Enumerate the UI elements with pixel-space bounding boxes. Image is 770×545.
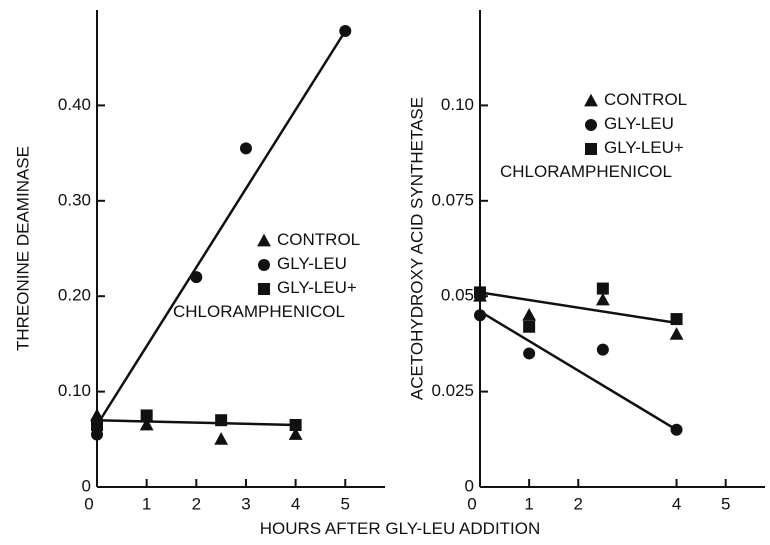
legend: CONTROL GLY-LEU GLY-LEU+ CHLORAMPHENICOL <box>173 228 415 324</box>
fit-line <box>96 418 296 427</box>
y-tick-label: 0.30 <box>58 190 91 209</box>
x-tick-label: 1 <box>524 494 533 513</box>
legend-item: GLY-LEU <box>255 252 415 276</box>
y-axis-label: THREONINE DEAMINASE <box>13 146 32 351</box>
point <box>596 343 609 356</box>
x-tick-label: 4 <box>291 494 300 513</box>
point <box>523 320 536 333</box>
legend-label: GLY-LEU <box>604 114 674 133</box>
point <box>289 418 302 431</box>
point <box>669 327 684 340</box>
point <box>91 428 103 441</box>
legend: CONTROL GLY-LEU GLY-LEU+ CHLORAMPHENICOL <box>500 88 742 184</box>
y-tick-label: 0.10 <box>441 95 474 114</box>
fit-line <box>95 30 347 426</box>
y-tick-label: 0 <box>465 476 474 495</box>
legend-label: GLY-LEU+ CHLORAMPHENICOL <box>173 278 357 321</box>
point <box>190 271 203 284</box>
x-tick-label: 1 <box>142 494 151 513</box>
point <box>670 423 683 436</box>
legend-marker-shape <box>258 283 270 295</box>
legend-marker <box>585 143 597 155</box>
y-tick-label: 0.40 <box>58 95 91 114</box>
y-tick-label: 0 <box>82 476 91 495</box>
legend-label: GLY-LEU <box>277 254 347 273</box>
x-tick-label: 0 <box>84 494 93 513</box>
legend-item: CONTROL <box>255 228 415 252</box>
legend-marker <box>258 259 270 271</box>
point <box>522 308 537 321</box>
x-tick-label: 2 <box>574 494 583 513</box>
y-tick-label: 0.025 <box>431 381 474 400</box>
legend-label: CONTROL <box>604 90 688 109</box>
fit-line <box>479 291 677 325</box>
legend-marker-shape <box>257 233 271 247</box>
point <box>474 286 486 299</box>
y-tick-label: 0.20 <box>58 286 91 305</box>
legend-marker <box>257 233 271 247</box>
point <box>523 347 536 360</box>
x-tick-label: 5 <box>721 494 730 513</box>
y-axis-label: ACETOHYDROXY ACID SYNTHETASE <box>407 97 426 400</box>
x-axis-label: HOURS AFTER GLY-LEU ADDITION <box>260 519 541 538</box>
point <box>596 282 609 295</box>
point <box>239 142 252 155</box>
x-tick-label: 5 <box>341 494 350 513</box>
legend-marker-shape <box>585 119 597 131</box>
legend-marker <box>585 119 597 131</box>
point <box>214 432 229 445</box>
y-tick-label: 0.10 <box>58 381 91 400</box>
x-tick-label: 4 <box>672 494 681 513</box>
y-tick-label: 0.05 <box>441 286 474 305</box>
y-tick-label: 0.075 <box>431 190 474 209</box>
legend-item: GLY-LEU+ CHLORAMPHENICOL <box>500 136 742 184</box>
point <box>140 409 153 422</box>
point <box>595 292 610 306</box>
point <box>288 427 303 440</box>
point <box>91 418 103 431</box>
point <box>670 313 683 326</box>
x-tick-label: 2 <box>192 494 201 513</box>
legend-marker-shape <box>584 93 598 107</box>
legend-label: CONTROL <box>277 230 361 249</box>
legend-marker <box>584 93 598 107</box>
legend-item: GLY-LEU+ CHLORAMPHENICOL <box>173 276 415 324</box>
legend-item: CONTROL <box>582 88 742 112</box>
point <box>474 309 486 322</box>
fit-line <box>479 310 678 431</box>
legend-marker-shape <box>258 259 270 271</box>
x-tick-label: 3 <box>241 494 250 513</box>
point <box>90 408 104 421</box>
legend-item: GLY-LEU <box>582 112 742 136</box>
point <box>339 24 352 37</box>
legend-marker <box>258 283 270 295</box>
x-tick-label: 0 <box>467 494 476 513</box>
legend-marker-shape <box>585 143 597 155</box>
legend-label: GLY-LEU+ CHLORAMPHENICOL <box>500 138 684 181</box>
point <box>139 417 154 431</box>
point <box>215 414 228 427</box>
